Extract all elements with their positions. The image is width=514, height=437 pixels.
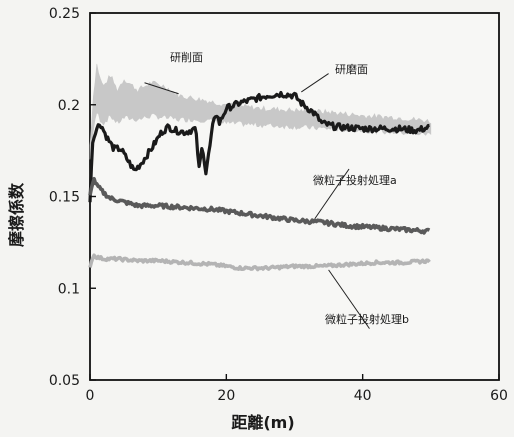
series-line-微粒子投射処理b — [88, 253, 431, 272]
annotation-leader-line — [314, 168, 350, 219]
y-tick-label: 0.05 — [49, 373, 80, 389]
series-line-微粒子投射処理a — [88, 176, 431, 235]
x-axis-title: 距離(m) — [231, 413, 294, 432]
annotation-label-微粒子投射処理a: 微粒子投射処理a — [313, 173, 397, 187]
annotation-label-微粒子投射処理b: 微粒子投射処理b — [325, 312, 409, 326]
series-bands — [89, 63, 432, 160]
x-tick-label: 60 — [490, 388, 508, 404]
annotation-label-研削面: 研削面 — [170, 50, 203, 64]
y-axis-ticks: 0.05 0.1 0.15 0.2 0.25 — [49, 6, 96, 389]
series-band-研削面 — [89, 63, 432, 160]
plot-area — [88, 12, 500, 381]
x-tick-label: 0 — [86, 388, 95, 404]
plot-frame — [89, 12, 500, 381]
annotation-leader-line — [301, 73, 329, 93]
annotation-leader-line — [328, 269, 370, 329]
y-tick-label: 0.15 — [49, 190, 80, 206]
series-lines — [88, 90, 431, 272]
x-tick-label: 40 — [354, 388, 372, 404]
annotation-label-研磨面: 研磨面 — [335, 63, 368, 76]
x-axis-ticks: 0 20 40 60 — [86, 374, 508, 404]
y-axis-title: 摩擦係数 — [7, 182, 26, 247]
x-tick-label: 20 — [217, 388, 235, 404]
series-line-研磨面 — [88, 90, 430, 203]
y-tick-label: 0.25 — [49, 6, 80, 22]
y-tick-label: 0.1 — [58, 281, 80, 297]
annotation-leader-line — [144, 82, 179, 95]
y-tick-label: 0.2 — [58, 98, 80, 114]
annotation-leaders — [144, 73, 370, 329]
